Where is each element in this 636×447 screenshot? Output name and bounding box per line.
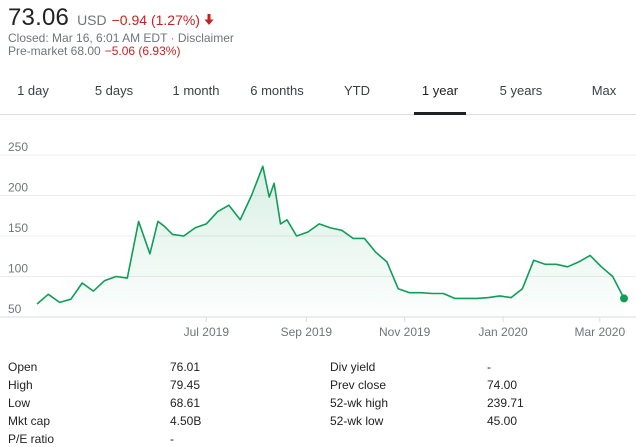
stat-value: 79.45	[170, 378, 201, 392]
stat-label: Low	[8, 396, 31, 410]
current-price: 73.06	[8, 4, 70, 31]
stat-label: Prev close	[330, 378, 387, 392]
premarket-price: Pre-market 68.00	[8, 44, 101, 58]
separator-dot: ·	[167, 31, 178, 45]
tab-ytd[interactable]: YTD	[344, 83, 370, 98]
y-tick-label: 250	[8, 140, 28, 154]
stat-value: 76.01	[170, 360, 201, 374]
x-tick-label: Jul 2019	[184, 325, 230, 339]
closed-time: Closed: Mar 16, 6:01 AM EDT	[8, 31, 168, 45]
quote-header: 73.06 USD −0.94 (1.27%) Closed: Mar 16, …	[8, 4, 628, 58]
stat-div-yield: Div yield -	[330, 360, 620, 378]
tab-5-years[interactable]: 5 years	[499, 83, 543, 98]
tab-5-days[interactable]: 5 days	[94, 83, 134, 98]
stat-low: Low 68.61	[8, 396, 308, 414]
stat-mkt-cap: Mkt cap 4.50B	[8, 414, 308, 432]
stat-prev-close: Prev close 74.00	[330, 378, 620, 396]
down-arrow-icon	[204, 13, 214, 28]
series-line	[36, 165, 625, 305]
tab-1-month[interactable]: 1 month	[172, 83, 220, 98]
premarket-change: −5.06 (6.93%)	[104, 44, 181, 58]
y-tick-label: 200	[8, 181, 28, 195]
disclaimer-link[interactable]: Disclaimer	[177, 31, 234, 45]
stat-label: High	[8, 378, 33, 392]
price-chart[interactable]: 250 200 150 100 50 Jul 2019 Sep 2019 Nov 2019 Ja…	[0, 117, 636, 347]
stat-label: Open	[8, 360, 38, 374]
stat-label: 52-wk high	[330, 396, 389, 410]
premarket-info: Pre-market 68.00 −5.06 (6.93%)	[8, 45, 628, 58]
series-area	[37, 166, 624, 317]
price-change: −0.94 (1.27%)	[111, 12, 200, 28]
stat-52-wk-low: 52-wk low 45.00	[330, 414, 620, 432]
stat-value: 45.00	[487, 414, 518, 428]
market-status: Closed: Mar 16, 6:01 AM EDT · Disclaimer	[8, 32, 628, 45]
x-tick-label: Jan 2020	[478, 325, 528, 339]
last-point-marker	[620, 294, 628, 303]
y-tick-label: 150	[8, 221, 28, 235]
x-tick-label: Mar 2020	[574, 325, 625, 339]
price-chart-svg: 250 200 150 100 50 Jul 2019 Sep 2019 Nov 2019 Ja…	[0, 140, 636, 339]
stat-52-wk-high: 52-wk high 239.71	[330, 396, 620, 414]
price-row: 73.06 USD −0.94 (1.27%)	[8, 4, 628, 32]
stat-pe-ratio: P/E ratio -	[8, 432, 308, 447]
stat-open: Open 76.01	[8, 360, 308, 378]
stat-value: 239.71	[487, 396, 524, 410]
stat-value: 74.00	[487, 378, 518, 392]
tab-1-year[interactable]: 1 year	[414, 74, 466, 115]
tab-6-months[interactable]: 6 months	[250, 83, 304, 98]
y-tick-label: 100	[8, 262, 28, 276]
stat-label: P/E ratio	[8, 432, 55, 446]
stat-label: Div yield	[330, 360, 376, 374]
y-tick-label: 50	[8, 302, 22, 316]
tab-1-day[interactable]: 1 day	[17, 83, 49, 98]
stat-value: 68.61	[170, 396, 201, 410]
stat-label: 52-wk low	[330, 414, 384, 428]
currency-label: USD	[77, 12, 107, 28]
x-tick-label: Nov 2019	[379, 325, 431, 339]
range-tabs: 1 day 5 days 1 month 6 months YTD 1 year…	[0, 74, 636, 115]
stat-label: Mkt cap	[8, 414, 51, 428]
stat-high: High 79.45	[8, 378, 308, 396]
tab-max[interactable]: Max	[591, 83, 617, 98]
stat-value: -	[487, 360, 491, 374]
stat-value: 4.50B	[170, 414, 202, 428]
x-tick-label: Sep 2019	[281, 325, 333, 339]
stat-value: -	[170, 432, 174, 446]
